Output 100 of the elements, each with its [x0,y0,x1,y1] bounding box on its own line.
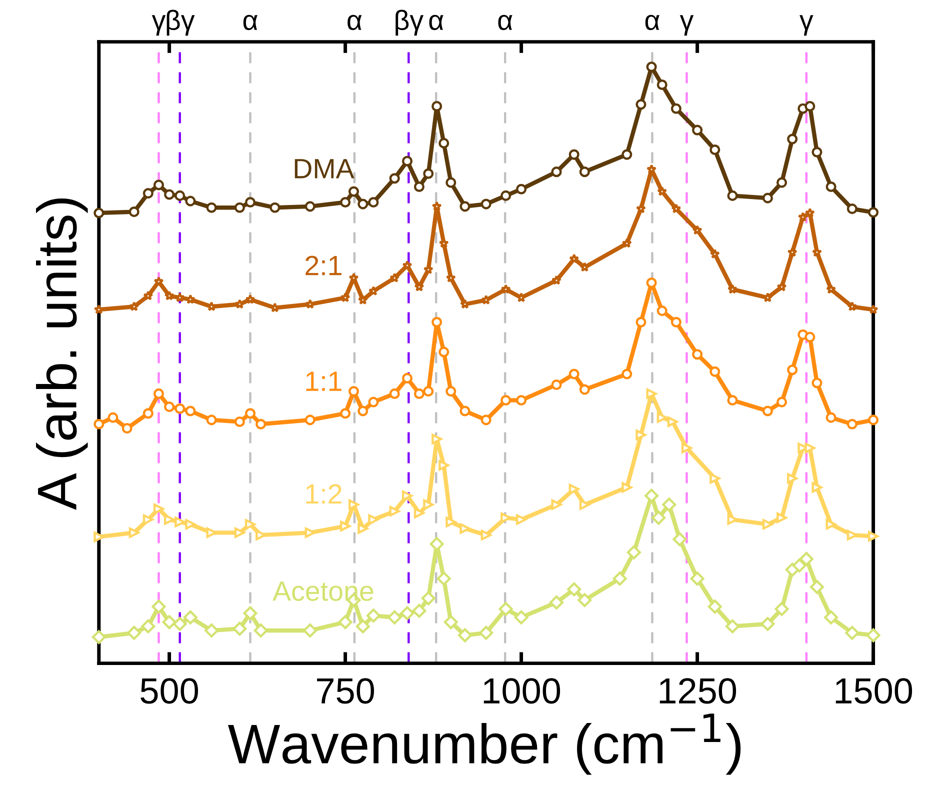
point [244,519,256,530]
point [776,177,788,188]
point [692,349,703,360]
point [432,201,442,211]
point [727,394,738,406]
point [804,332,816,342]
point [438,238,449,248]
point [551,275,562,285]
point [866,628,880,642]
point [671,204,682,214]
point [710,473,720,484]
point [500,190,512,201]
point [446,386,456,397]
point [480,414,492,426]
ref-line-label: βγ [166,10,195,36]
point [460,201,470,212]
point [303,623,318,638]
point [670,103,682,114]
point [366,608,380,623]
point [152,600,166,614]
point [348,499,360,510]
point [636,430,646,440]
point [423,499,434,510]
point [436,572,451,586]
point [568,149,580,160]
point [692,124,703,136]
point [438,138,450,148]
point [446,516,456,528]
point [672,532,687,546]
point [304,201,316,212]
point [423,386,434,397]
point [626,545,641,560]
point [358,198,368,210]
point [690,572,704,586]
point [760,616,775,631]
point [812,146,822,158]
point [438,460,450,471]
point [792,558,806,572]
point [162,615,176,630]
point [667,416,678,428]
point [402,260,412,270]
point [710,144,720,156]
point [340,520,351,532]
x-tick-label: 1500 [836,678,912,704]
point [460,406,470,416]
point [348,386,360,397]
point [340,196,351,208]
point [174,403,186,414]
point [514,610,528,624]
point [358,294,368,305]
point [368,514,379,525]
point [446,272,456,282]
point [612,572,627,586]
point [516,394,527,406]
point [826,284,836,294]
point [402,156,413,166]
point [787,473,798,484]
point [414,181,424,192]
point [727,284,738,294]
point [153,388,164,399]
point [234,202,245,213]
point [206,202,217,213]
point [172,616,187,631]
point [174,292,185,302]
point [516,514,527,525]
x-tick-label: 500 [140,678,198,704]
point [579,499,590,510]
point [500,512,512,524]
point [232,622,247,636]
series-label: 2:1 [306,256,342,276]
point [174,516,186,528]
point [516,184,527,194]
point [153,180,164,190]
point [388,610,402,624]
point [646,388,657,399]
point [622,482,632,493]
point [389,173,400,184]
point [656,79,668,90]
point [622,238,632,248]
series-label: 1:2 [306,484,342,504]
point [500,284,511,294]
point [622,368,632,380]
point [389,388,400,399]
point [94,304,104,314]
point [776,396,788,408]
point [579,384,590,395]
point [164,290,174,300]
point [868,414,879,426]
point [368,396,379,408]
point [244,196,256,208]
point [826,181,836,192]
point [762,192,773,204]
point [234,298,245,309]
point [185,519,196,530]
point [498,602,513,616]
point [846,204,858,214]
point [824,610,838,624]
point [776,512,788,524]
ref-line-label: γ [680,15,694,36]
point [129,301,140,312]
